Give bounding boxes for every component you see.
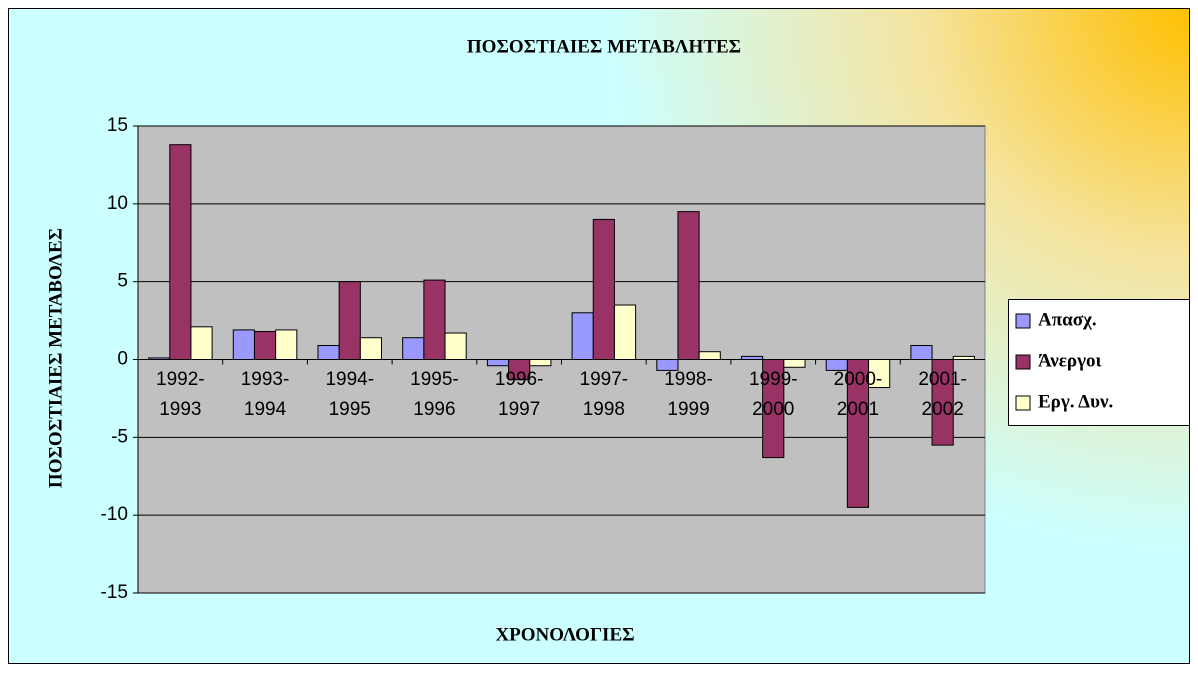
x-tick-label: 1995- 1996 [410, 369, 459, 420]
bar [169, 144, 192, 360]
bar [359, 337, 383, 360]
x-tick-label-line: 1998 [583, 399, 625, 420]
x-tick-label-line: 1995- [410, 369, 459, 390]
x-tick-label: 1994- 1995 [325, 369, 374, 420]
x-tick-label: 1998- 1999 [664, 369, 713, 420]
bar [232, 329, 255, 361]
bar [338, 281, 361, 360]
bar [592, 218, 615, 360]
x-tick-label: 1992- 1993 [156, 369, 205, 420]
x-tick-label: 2000- 2001 [834, 369, 883, 420]
x-tick-label: 2001- 2002 [918, 369, 967, 420]
x-tick-label-line: 2002 [922, 399, 964, 420]
legend [1008, 299, 1190, 426]
x-tick-label-line: 1996- [495, 369, 544, 390]
y-tick-label: 5 [117, 271, 128, 292]
x-tick-label-line: 2000- [834, 369, 883, 390]
bar [444, 332, 467, 360]
bar [613, 304, 637, 360]
x-tick-label-line: 1999 [667, 399, 709, 420]
x-tick-label-line: 1998- [664, 369, 713, 390]
y-axis-label: ΠΟΣΟΣΤΙΑΙΕΣ ΜΕΤΑΒΟΛΕΣ [45, 228, 66, 488]
y-tick-label: -15 [101, 582, 128, 603]
y-tick-label: 15 [107, 115, 128, 136]
x-tick-label-line: 1994 [244, 399, 287, 420]
bar [317, 344, 340, 360]
x-tick-label-line: 2000 [752, 399, 794, 420]
x-tick-label: 1993- 1994 [241, 369, 290, 420]
bar [698, 351, 721, 361]
bar [275, 329, 298, 361]
x-tick-label-line: 1997 [498, 399, 540, 420]
y-tick-label: 10 [107, 193, 128, 214]
bar [402, 337, 425, 360]
legend-swatch [1015, 354, 1031, 370]
legend-label: Εργ. Δυν. [1038, 391, 1113, 412]
x-tick-label-line: 1999- [749, 369, 798, 390]
x-tick-label-line: 1995 [329, 399, 371, 420]
x-tick-label: 1997- 1998 [580, 369, 629, 420]
legend-swatch [1015, 395, 1031, 411]
bar [423, 279, 446, 360]
bar [910, 344, 933, 360]
x-tick-label-line: 2001 [837, 399, 879, 420]
y-tick-label: -5 [111, 426, 128, 447]
bar [253, 330, 277, 361]
legend-label: Απασχ. [1038, 309, 1097, 330]
x-tick-label: 1999- 2000 [749, 369, 798, 420]
x-tick-label-line: 1993 [159, 399, 201, 420]
x-tick-label: 1996- 1997 [495, 369, 544, 420]
bar [486, 359, 510, 367]
bar [783, 359, 806, 368]
x-tick-label-line: 2001- [918, 369, 967, 390]
chart-title: ΠΟΣΟΣΤΙΑΙΕΣ ΜΕΤΑΒΛΗΤΕΣ [467, 36, 741, 57]
legend-swatch [1015, 313, 1031, 329]
y-tick-label: -10 [101, 504, 128, 525]
x-tick-label-line: 1992- [156, 369, 205, 390]
bar [529, 359, 552, 367]
bar [571, 312, 594, 360]
x-tick-label-line: 1993- [241, 369, 290, 390]
x-tick-label-line: 1997- [580, 369, 629, 390]
x-tick-label-line: 1996 [413, 399, 455, 420]
y-tick-label: 0 [117, 349, 128, 370]
legend-label: Άνεργοι [1038, 350, 1101, 371]
bar [677, 211, 700, 360]
x-tick-label-line: 1994- [325, 369, 374, 390]
x-axis-label: ΧΡΟΝΟΛΟΓΙΕΣ [495, 624, 634, 645]
bar [190, 326, 213, 360]
